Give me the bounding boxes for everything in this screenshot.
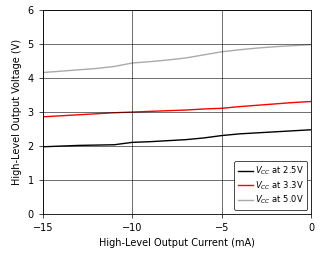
Text: C001: C001 bbox=[292, 207, 307, 212]
Y-axis label: High-Level Output Voltage (V): High-Level Output Voltage (V) bbox=[12, 39, 22, 185]
X-axis label: High-Level Output Current (mA): High-Level Output Current (mA) bbox=[99, 239, 255, 248]
Legend: $V_{CC}$ at 2.5V, $V_{CC}$ at 3.3V, $V_{CC}$ at 5.0V: $V_{CC}$ at 2.5V, $V_{CC}$ at 3.3V, $V_{… bbox=[234, 161, 307, 210]
